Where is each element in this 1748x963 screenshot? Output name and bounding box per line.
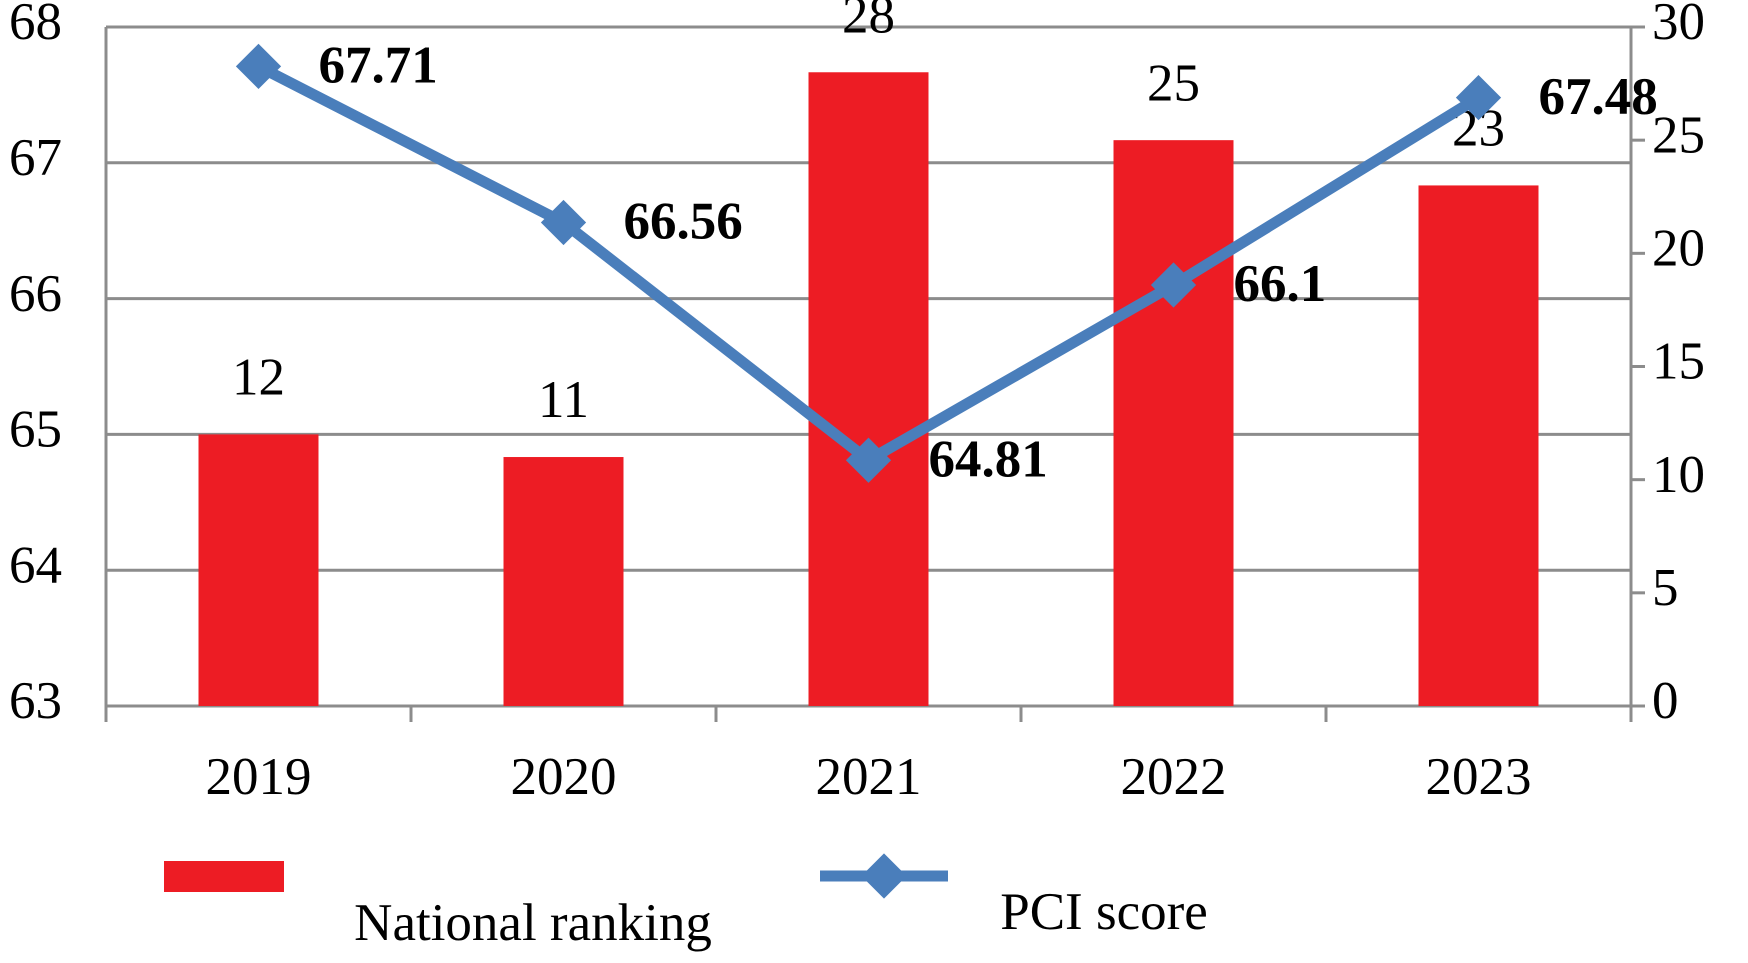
x-tick-label: 2021 <box>816 748 922 806</box>
x-tick-label: 2019 <box>206 748 312 806</box>
y2-tick-label: 10 <box>1652 446 1705 504</box>
bar <box>808 72 929 707</box>
y2-tick-label: 25 <box>1652 106 1705 164</box>
legend-label: National ranking <box>354 894 712 952</box>
y2-tick-label: 30 <box>1652 0 1705 51</box>
y-tick-label: 65 <box>9 401 62 459</box>
y2-tick-label: 5 <box>1652 559 1679 617</box>
y-tick-label: 64 <box>9 536 62 594</box>
line-value-label: 66.1 <box>1234 255 1327 313</box>
legend-swatch <box>164 861 284 892</box>
legend-marker <box>861 853 907 899</box>
bar <box>1113 140 1234 706</box>
y-tick-label: 67 <box>9 129 62 187</box>
bar <box>1418 185 1539 706</box>
x-tick-label: 2023 <box>1426 748 1532 806</box>
bar-value-label: 12 <box>232 349 285 407</box>
y2-tick-label: 15 <box>1652 333 1705 391</box>
y-tick-label: 66 <box>9 265 62 323</box>
bar-value-label: 28 <box>842 0 895 44</box>
line-value-label: 67.71 <box>319 37 438 95</box>
y-tick-label: 68 <box>9 0 62 51</box>
line-value-label: 67.48 <box>1539 68 1658 126</box>
y-tick-label: 63 <box>9 672 62 730</box>
line-value-label: 66.56 <box>624 193 743 251</box>
line-value-label: 64.81 <box>929 430 1048 488</box>
y2-tick-label: 0 <box>1652 672 1679 730</box>
x-tick-label: 2022 <box>1121 748 1227 806</box>
x-tick-label: 2020 <box>511 748 617 806</box>
legend-label: PCI score <box>1000 883 1208 941</box>
line-marker <box>235 43 282 90</box>
y2-tick-label: 20 <box>1652 219 1705 277</box>
bar <box>503 457 624 706</box>
bar <box>198 434 319 706</box>
bar-value-label: 11 <box>538 371 589 429</box>
line-marker <box>540 199 587 246</box>
bar-value-label: 25 <box>1147 54 1200 112</box>
